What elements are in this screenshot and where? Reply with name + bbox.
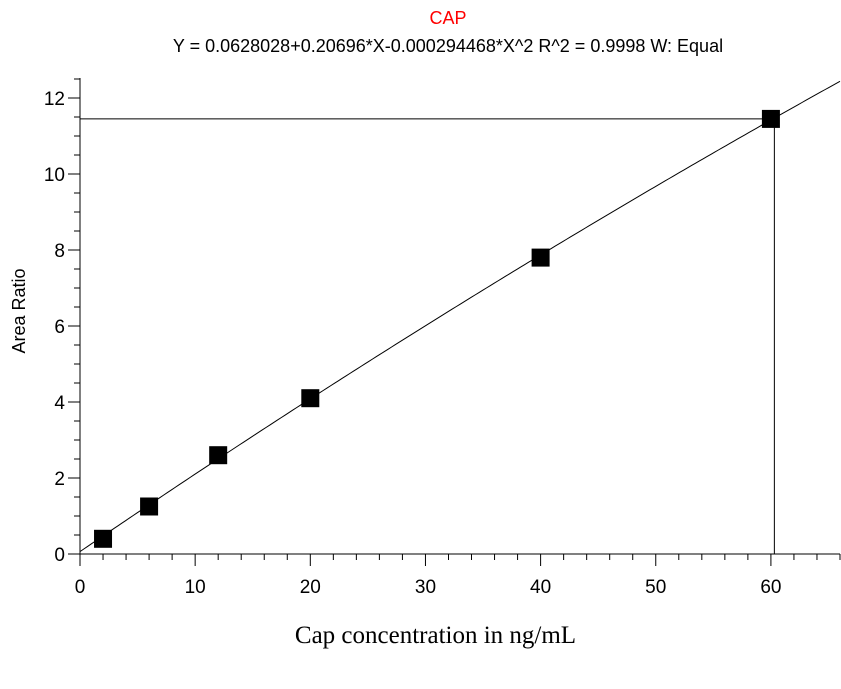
- data-point: [761, 109, 780, 128]
- x-tick-label: 20: [300, 577, 321, 598]
- y-tick-label: 12: [44, 89, 65, 110]
- x-axis-caption: Cap concentration in ng/mL: [294, 622, 577, 649]
- y-tick-label: 6: [54, 317, 65, 338]
- data-point: [301, 389, 320, 408]
- y-tick-label: 8: [54, 241, 65, 262]
- x-tick-label: 40: [530, 577, 551, 598]
- x-tick-label: 60: [760, 577, 781, 598]
- y-axis-label: Area Ratio: [9, 268, 29, 353]
- data-point: [531, 248, 550, 267]
- chart-title: CAP: [429, 8, 466, 28]
- data-point: [209, 446, 228, 465]
- y-tick-label: 2: [54, 469, 65, 490]
- y-tick-label: 0: [54, 545, 65, 566]
- chart-subtitle: Y = 0.0628028+0.20696*X-0.000294468*X^2 …: [173, 36, 723, 56]
- plot-area: 0 2 4 6 8 10 12 0 10 20 30 40 50 60: [44, 78, 841, 598]
- y-tick-label: 10: [44, 165, 65, 186]
- x-tick-label: 10: [185, 577, 206, 598]
- fit-curve: [79, 80, 841, 553]
- x-tick-label: 30: [415, 577, 436, 598]
- y-tick-label: 4: [54, 393, 65, 414]
- x-tick-label: 50: [645, 577, 666, 598]
- data-point: [140, 497, 159, 516]
- x-tick-label: 0: [75, 577, 86, 598]
- data-point: [94, 529, 113, 548]
